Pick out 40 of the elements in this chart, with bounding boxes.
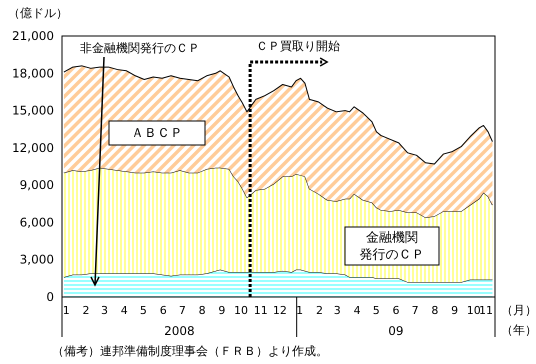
x-tick-label: 7 <box>412 304 419 317</box>
x-tick-label: 2 <box>316 304 323 317</box>
x-tick-label: 3 <box>101 304 108 317</box>
y-tick-label: 15,000 <box>12 104 54 118</box>
x-tick-label: 7 <box>178 304 186 317</box>
y-tick-label: 3,000 <box>20 252 54 267</box>
x-tick-label: 10 <box>466 304 481 317</box>
series-label: ＡＢＣＰ <box>131 126 183 141</box>
x-tick-label: 6 <box>392 304 400 317</box>
x-tick-label: 1 <box>62 304 70 317</box>
ref-line-label: ＣＰ買取り開始 <box>256 39 340 53</box>
y-tick-label: 0 <box>46 290 54 304</box>
x-tick-label: 5 <box>140 304 147 317</box>
series-label: 金融機関発行のＣＰ <box>360 230 424 262</box>
x-tick-label: 12 <box>272 304 287 317</box>
y-tick-label: 9,000 <box>20 178 54 192</box>
x-tick-label: 6 <box>160 304 167 317</box>
x-tick-label: 2 <box>82 304 90 317</box>
x-tick-label: 3 <box>334 304 341 317</box>
y-axis-title: （億ドル） <box>8 6 68 20</box>
y-tick-label: 18,000 <box>12 66 54 80</box>
x-tick-label: 8 <box>198 304 206 317</box>
x-tick-label: 5 <box>372 304 380 317</box>
x-tick-label: 10 <box>234 304 248 317</box>
y-tick-label: 21,000 <box>12 29 54 43</box>
text: 2008 <box>164 324 195 338</box>
x-tick-label: 11 <box>254 304 268 317</box>
text: 非金融機関発行のＣＰ <box>80 41 200 55</box>
y-tick-label: 6,000 <box>20 215 54 230</box>
x-tick-label: 8 <box>431 304 438 317</box>
x-tick-label: 9 <box>451 304 458 317</box>
x-tick-label: 11 <box>479 304 493 317</box>
x-tick-label: 1 <box>296 304 304 317</box>
x-tick-label: 9 <box>218 304 226 317</box>
y-tick-label: 12,000 <box>12 140 54 155</box>
x-tick-label: 4 <box>354 304 361 317</box>
text: 09 <box>388 324 404 338</box>
x-tick-label: 4 <box>120 304 128 317</box>
text: （備考）連邦準備制度理事会（ＦＲＢ）より作成。 <box>52 344 328 358</box>
x-axis-title: （月）（年） <box>501 303 536 337</box>
